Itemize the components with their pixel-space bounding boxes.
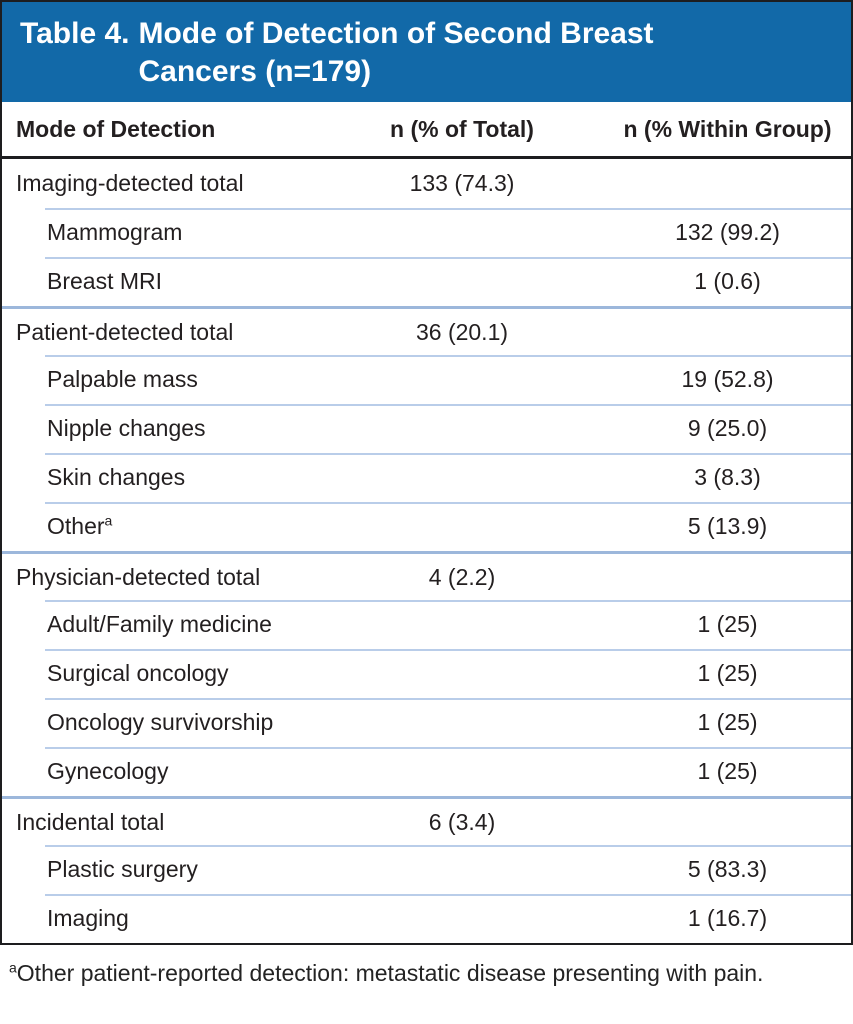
row-label: Patient-detected total	[16, 318, 234, 345]
table-row-physician-detected-total: Physician-detected total 4 (2.2)	[2, 551, 851, 600]
row-label: Plastic surgery	[47, 856, 198, 882]
table-row-imaging-detected-total: Imaging-detected total 133 (74.3)	[2, 159, 851, 208]
row-within-value: 1 (25)	[697, 611, 758, 637]
table-row-imaging: Imaging 1 (16.7)	[2, 894, 851, 943]
row-label: Adult/Family medicine	[47, 611, 272, 637]
row-within-value: 3 (8.3)	[694, 464, 761, 490]
footnote: aOther patient-reported detection: metas…	[9, 958, 819, 989]
table-row-oncology-survivorship: Oncology survivorship 1 (25)	[2, 698, 851, 747]
table-card: Table 4. Mode of Detection of Second Bre…	[0, 0, 853, 945]
table-row-palpable-mass: Palpable mass 19 (52.8)	[2, 355, 851, 404]
table-body: Imaging-detected total 133 (74.3) Mammog…	[2, 159, 851, 943]
row-within-value: 5 (83.3)	[687, 856, 768, 882]
row-within-value: 1 (25)	[697, 709, 758, 735]
row-total-value: 6 (3.4)	[428, 808, 496, 835]
row-within-value: 1 (16.7)	[687, 905, 768, 931]
row-within-value: 1 (25)	[697, 660, 758, 686]
table-title-line1: Mode of Detection of Second Breast	[138, 17, 654, 50]
row-label: Breast MRI	[47, 268, 163, 294]
row-within-value: 19 (52.8)	[681, 366, 774, 392]
table-row-incidental-total: Incidental total 6 (3.4)	[2, 796, 851, 845]
column-header-row: Mode of Detection n (% of Total) n (% Wi…	[2, 102, 851, 159]
row-within-value: 5 (13.9)	[687, 513, 768, 539]
table-number: Table 4.	[20, 17, 130, 50]
row-label: Othera	[47, 512, 113, 539]
row-label: Imaging-detected total	[16, 170, 244, 196]
col-header-n-pct-of-total: n (% of Total)	[390, 115, 534, 142]
table-row-skin-changes: Skin changes 3 (8.3)	[2, 453, 851, 502]
row-label: Gynecology	[47, 758, 169, 784]
row-total-value: 4 (2.2)	[428, 563, 496, 590]
row-label: Incidental total	[16, 808, 165, 835]
row-label: Surgical oncology	[47, 660, 229, 686]
footnote-marker-a: a	[104, 512, 113, 529]
table-row-surgical-oncology: Surgical oncology 1 (25)	[2, 649, 851, 698]
table-row-adult-family-medicine: Adult/Family medicine 1 (25)	[2, 600, 851, 649]
row-label: Nipple changes	[47, 415, 206, 441]
table-row-mammogram: Mammogram 132 (99.2)	[2, 208, 851, 257]
row-within-value: 1 (0.6)	[694, 268, 761, 294]
row-within-value: 132 (99.2)	[675, 219, 780, 245]
row-label: Physician-detected total	[16, 563, 261, 590]
footnote-superscript: a	[9, 959, 17, 976]
col-header-mode-of-detection: Mode of Detection	[16, 115, 216, 142]
row-total-value: 36 (20.1)	[415, 318, 509, 345]
table-title-line2: Cancers (n=179)	[138, 55, 372, 88]
table-row-nipple-changes: Nipple changes 9 (25.0)	[2, 404, 851, 453]
table-row-breast-mri: Breast MRI 1 (0.6)	[2, 257, 851, 306]
row-label: Oncology survivorship	[47, 709, 274, 735]
table-title: Mode of Detection of Second Breast Cance…	[138, 15, 653, 91]
row-within-value: 1 (25)	[697, 758, 758, 784]
table-row-patient-detected-total: Patient-detected total 36 (20.1)	[2, 306, 851, 355]
table-row-plastic-surgery: Plastic surgery 5 (83.3)	[2, 845, 851, 894]
table-row-other: Othera 5 (13.9)	[2, 502, 851, 551]
row-label: Skin changes	[47, 464, 186, 490]
row-label: Mammogram	[47, 219, 183, 245]
row-total-value: 133 (74.3)	[409, 170, 515, 196]
footnote-text: Other patient-reported detection: metast…	[16, 960, 764, 986]
table-banner: Table 4. Mode of Detection of Second Bre…	[2, 2, 851, 102]
table-row-gynecology: Gynecology 1 (25)	[2, 747, 851, 796]
row-within-value: 9 (25.0)	[687, 415, 768, 441]
col-header-n-pct-within-group: n (% Within Group)	[623, 115, 832, 142]
row-label: Imaging	[47, 905, 129, 931]
row-label: Palpable mass	[47, 366, 198, 392]
